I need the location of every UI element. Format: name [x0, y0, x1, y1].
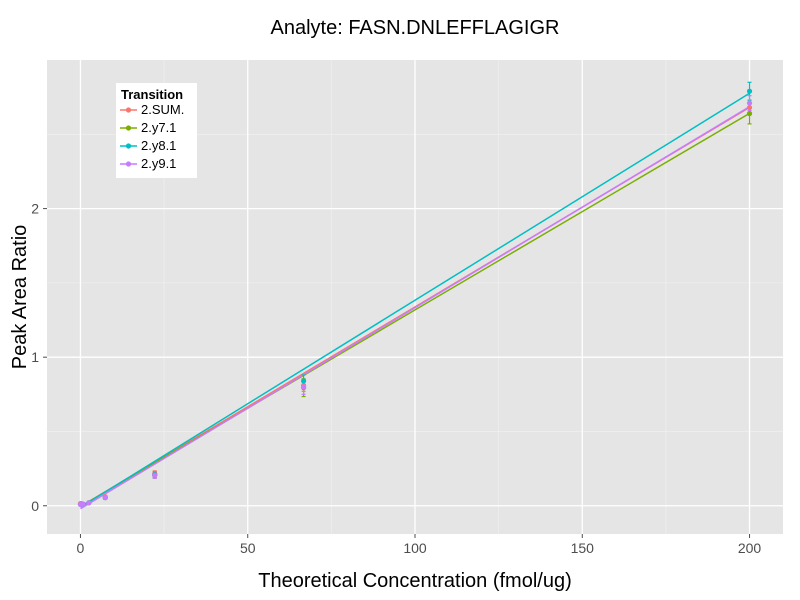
data-point [80, 501, 86, 507]
data-point [746, 110, 753, 117]
legend-key-point [125, 125, 132, 131]
major-gridlines [47, 60, 783, 534]
data-point [300, 378, 307, 384]
data-point [746, 104, 753, 111]
data-point [152, 472, 158, 478]
x-tick-label: 0 [77, 540, 85, 556]
y-tick-label: 1 [31, 349, 39, 365]
data-point [86, 500, 92, 506]
legend-label: 2.y8.1 [141, 138, 176, 153]
x-tick-label: 50 [240, 540, 256, 556]
legend-label: 2.y7.1 [141, 120, 176, 135]
x-tick-label: 200 [738, 540, 762, 556]
x-axis-title: Theoretical Concentration (fmol/ug) [258, 570, 571, 592]
data-point [746, 100, 753, 106]
fit-line-2.y9.1 [80, 106, 750, 510]
legend-title: Transition [121, 87, 183, 102]
legend-key-point [125, 161, 132, 167]
y-tick-label: 2 [31, 201, 39, 217]
legend-key-point [125, 143, 132, 149]
legend-items: 2.SUM. 2.y7.1 2.y8.1 2.y9.1 [120, 102, 184, 171]
legend-label: 2.SUM. [141, 102, 184, 117]
chart-title: Analyte: FASN.DNLEFFLAGIGR [271, 17, 560, 39]
y-tick-label: 0 [31, 498, 39, 514]
data-points [77, 88, 753, 507]
data-point [102, 494, 108, 501]
y-axis-ticks: 0 1 2 [31, 201, 47, 514]
fit-lines [80, 92, 750, 510]
legend-label: 2.y9.1 [141, 156, 176, 171]
legend: Transition 2.SUM. 2.y7.1 2.y8.1 2.y9.1 [116, 83, 197, 178]
x-tick-label: 150 [571, 540, 595, 556]
y-axis-title: Peak Area Ratio [9, 225, 31, 370]
fit-line-2.y8.1 [80, 92, 750, 508]
legend-key-point [125, 107, 132, 113]
x-axis-ticks: 0 50 100 150 200 [77, 534, 762, 556]
x-tick-label: 100 [403, 540, 427, 556]
data-point [300, 384, 307, 390]
data-point [746, 88, 753, 94]
